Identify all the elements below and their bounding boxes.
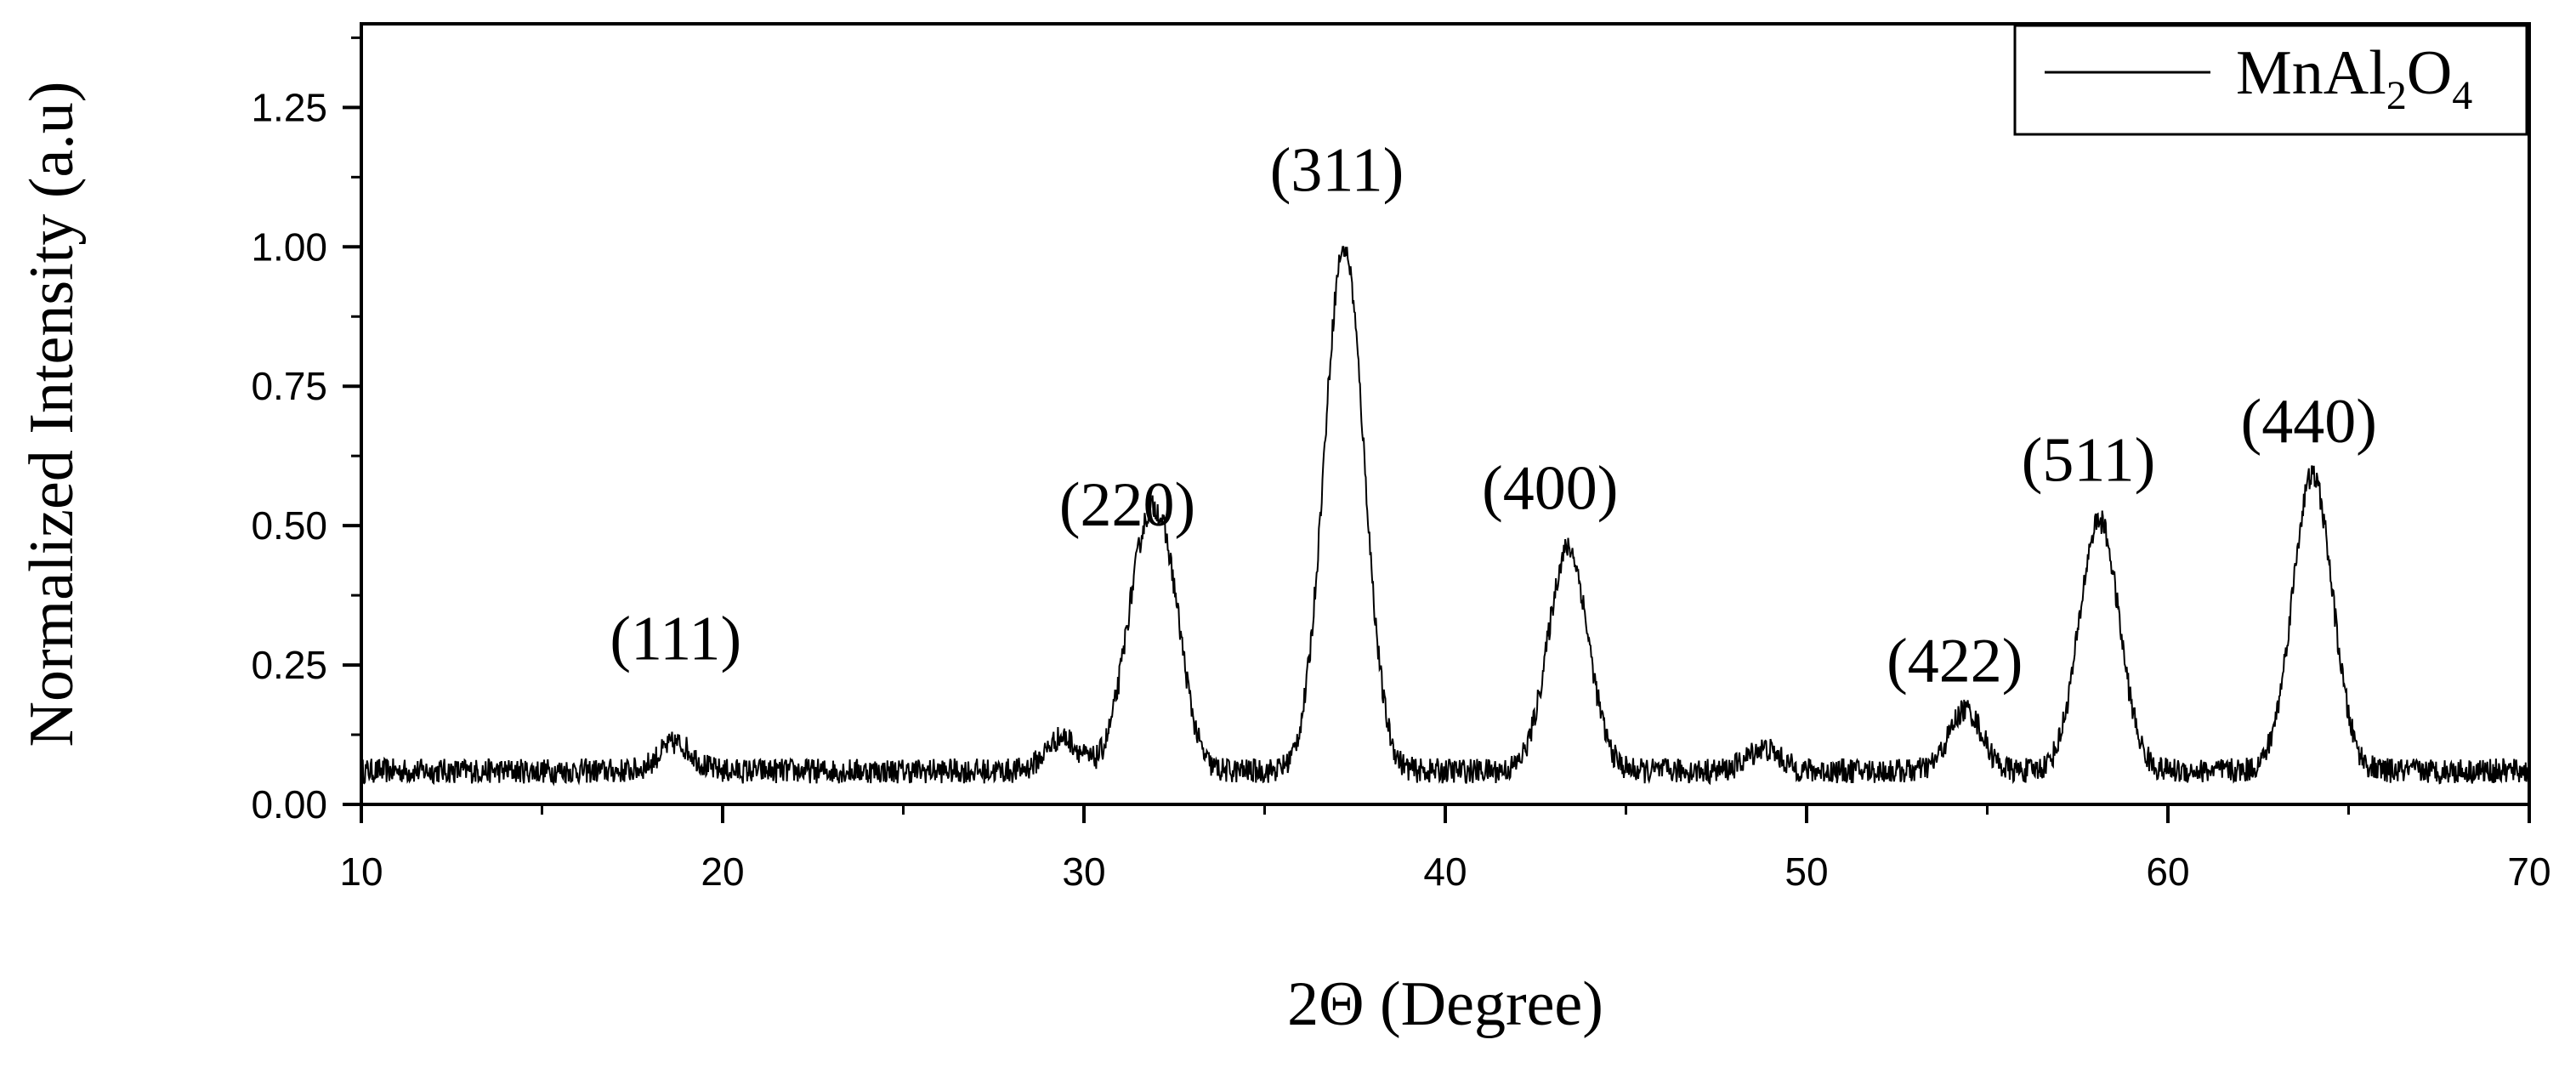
y-tick-label: 1.00 — [251, 224, 327, 269]
x-tick-label: 70 — [2507, 849, 2550, 894]
x-tick-label: 10 — [339, 849, 383, 894]
peak-label: (311) — [1270, 136, 1404, 206]
legend-box — [2013, 24, 2528, 136]
peak-label: (440) — [2241, 387, 2377, 457]
plot-frame — [360, 22, 2531, 806]
x-tick-label: 40 — [1423, 849, 1467, 894]
peak-label: (422) — [1887, 627, 2023, 696]
x-tick-label: 20 — [701, 849, 744, 894]
y-tick-label: 0.25 — [251, 643, 327, 687]
peak-label: (220) — [1059, 470, 1195, 540]
peak-label: (511) — [2022, 426, 2156, 496]
x-tick-label: 50 — [1784, 849, 1828, 894]
peak-label: (111) — [610, 605, 741, 674]
y-tick-label: 0.00 — [251, 782, 327, 827]
y-tick-label: 0.75 — [251, 364, 327, 408]
legend-label: MnAl2O4 — [2236, 38, 2472, 118]
tick-layer: 10 20 30 40 50 60 70 0.00 0.25 0.50 0.75 1.00 1.25 — [251, 36, 2551, 894]
peak-label: (400) — [1482, 453, 1618, 523]
series-line-mnal2o4 — [360, 246, 2530, 787]
series-layer — [360, 246, 2530, 787]
y-axis-title: Normalized Intensity (a.u) — [17, 82, 87, 747]
annotation-layer: (111) (220) (311) (400) (422) (511) (440) — [610, 136, 2377, 696]
x-tick-label: 30 — [1062, 849, 1105, 894]
legend: MnAl2O4 — [2013, 24, 2528, 136]
x-tick-label: 60 — [2146, 849, 2189, 894]
x-axis-title: 2Θ (Degree) — [1287, 969, 1603, 1039]
y-tick-label: 0.50 — [251, 503, 327, 548]
y-tick-label: 1.25 — [251, 85, 327, 129]
